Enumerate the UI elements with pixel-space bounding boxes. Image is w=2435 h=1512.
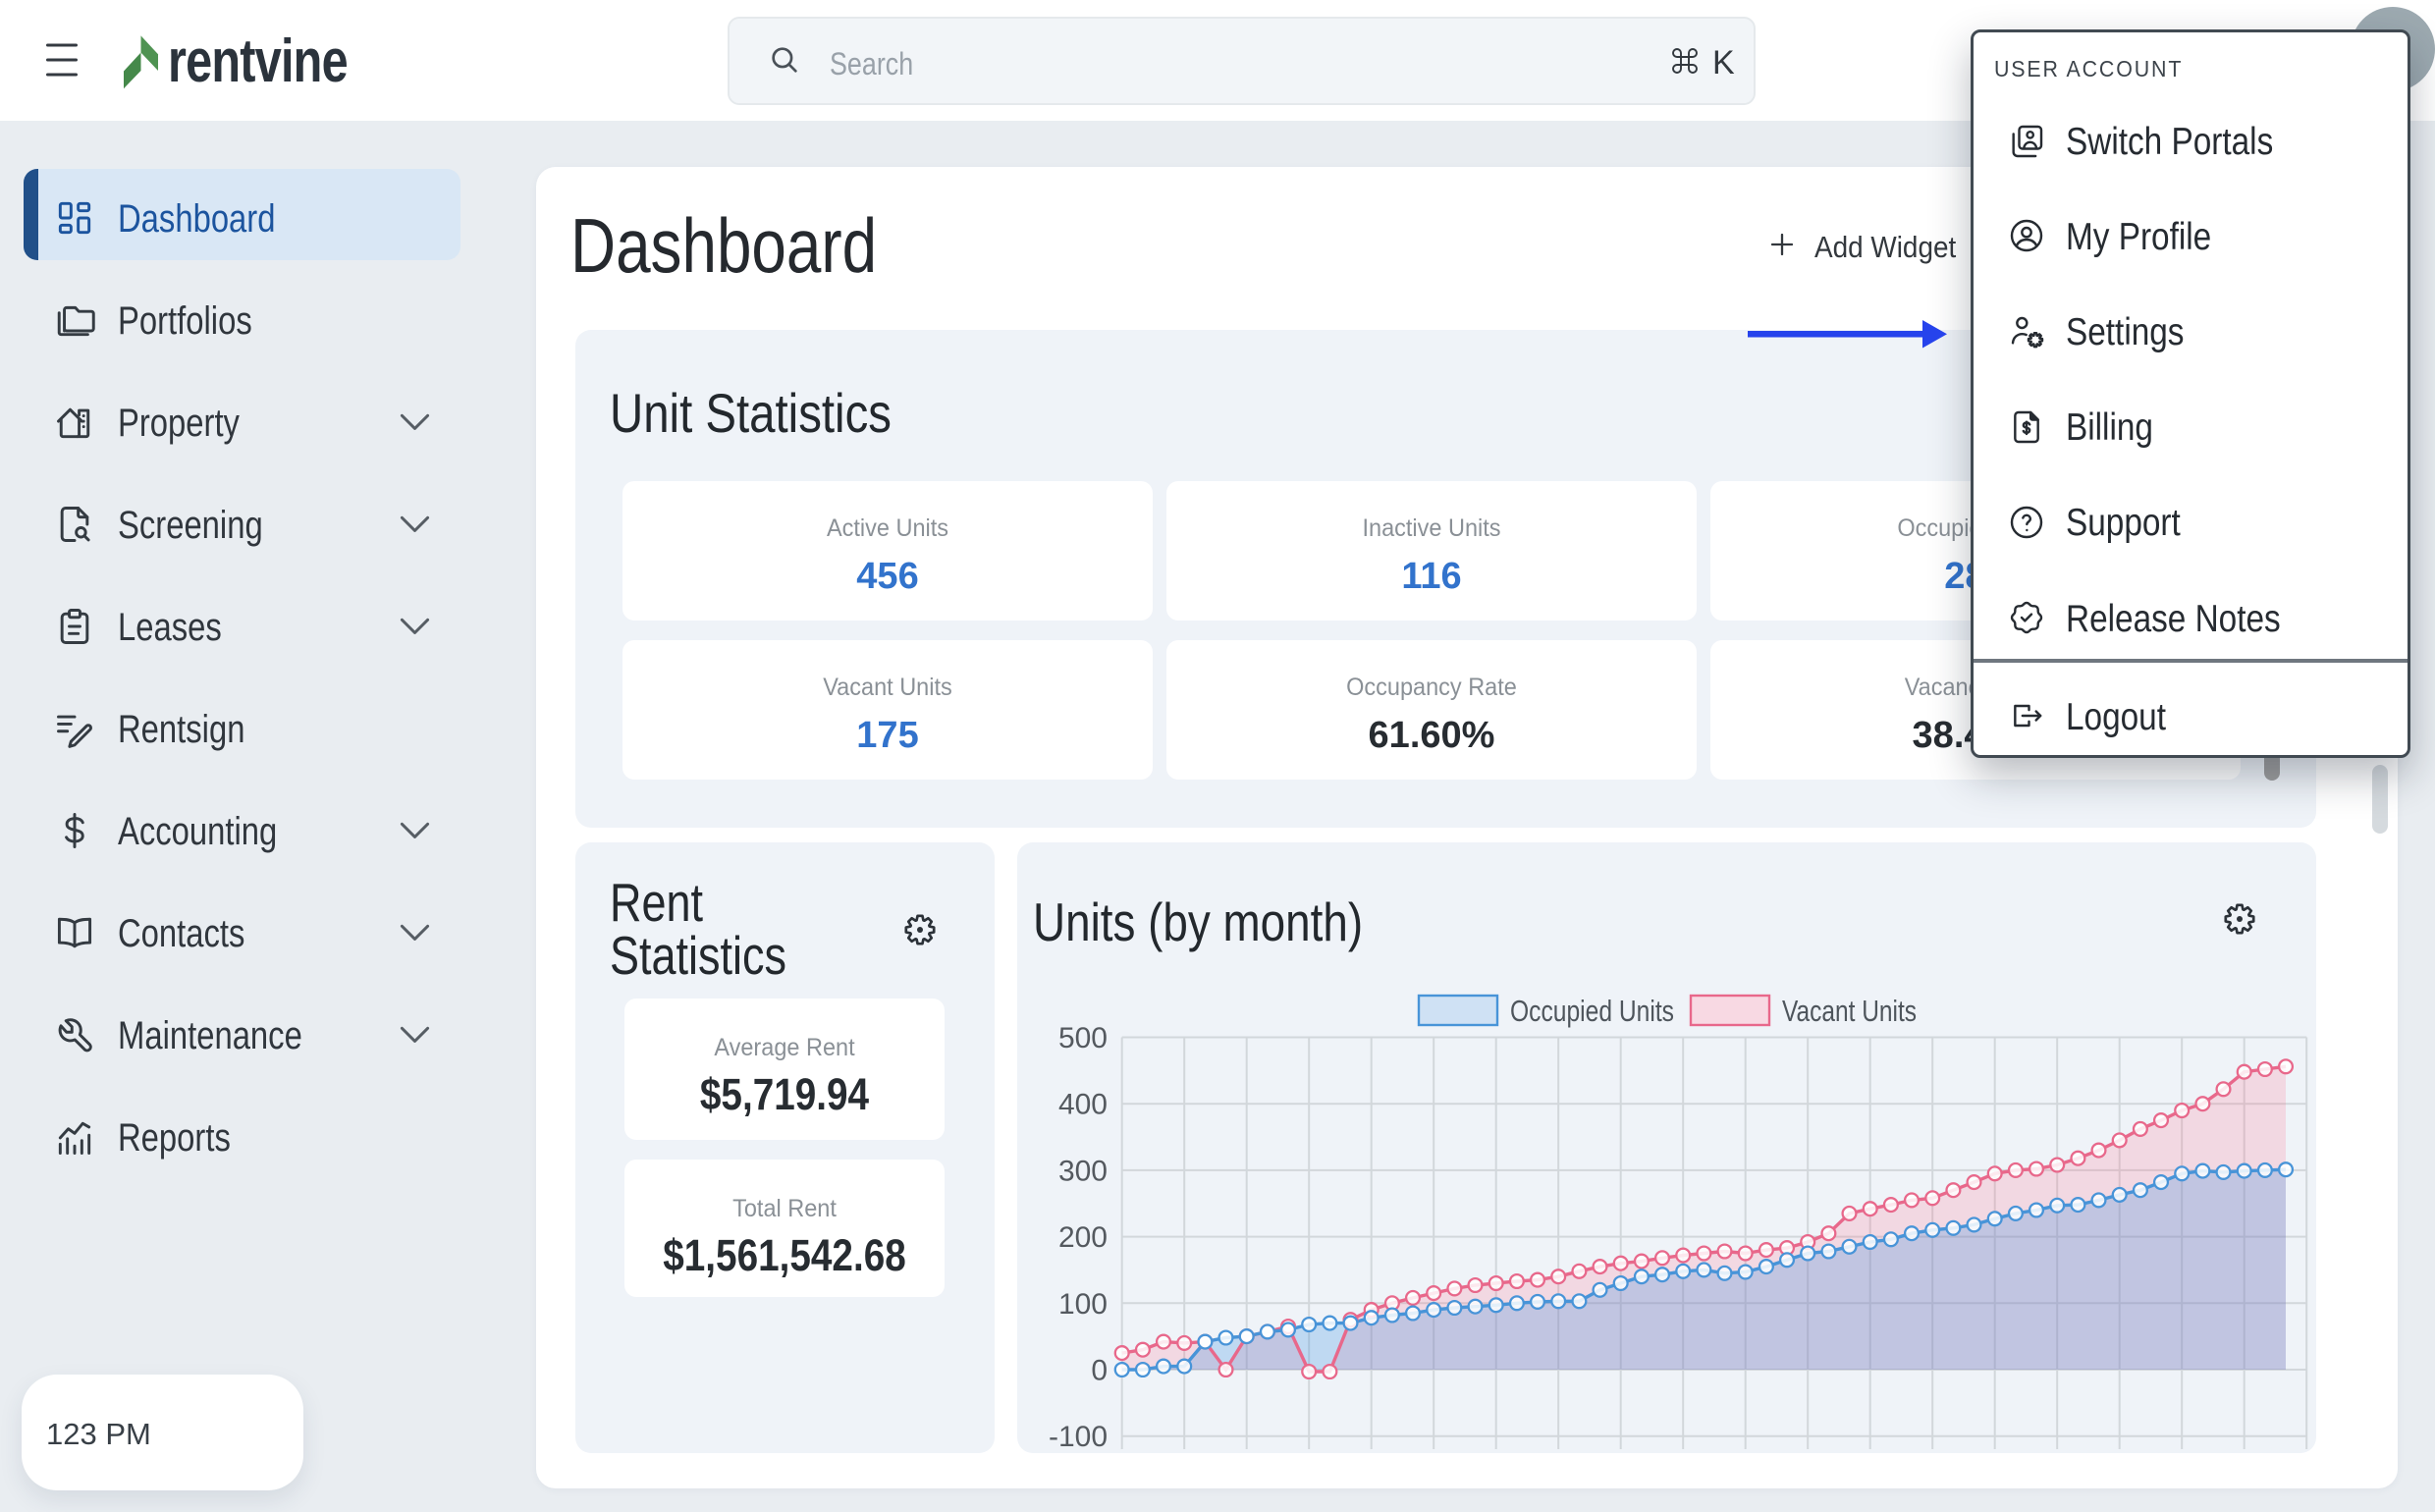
svg-text:Occupied Units: Occupied Units (1510, 994, 1674, 1028)
svg-text:100: 100 (1058, 1288, 1108, 1321)
svg-text:-100: -100 (1049, 1421, 1108, 1453)
svg-text:500: 500 (1058, 1022, 1108, 1054)
svg-text:300: 300 (1058, 1155, 1108, 1187)
svg-text:Vacant Units: Vacant Units (1782, 994, 1917, 1028)
svg-text:400: 400 (1058, 1089, 1108, 1121)
svg-text:200: 200 (1058, 1221, 1108, 1254)
svg-text:0: 0 (1091, 1355, 1108, 1387)
